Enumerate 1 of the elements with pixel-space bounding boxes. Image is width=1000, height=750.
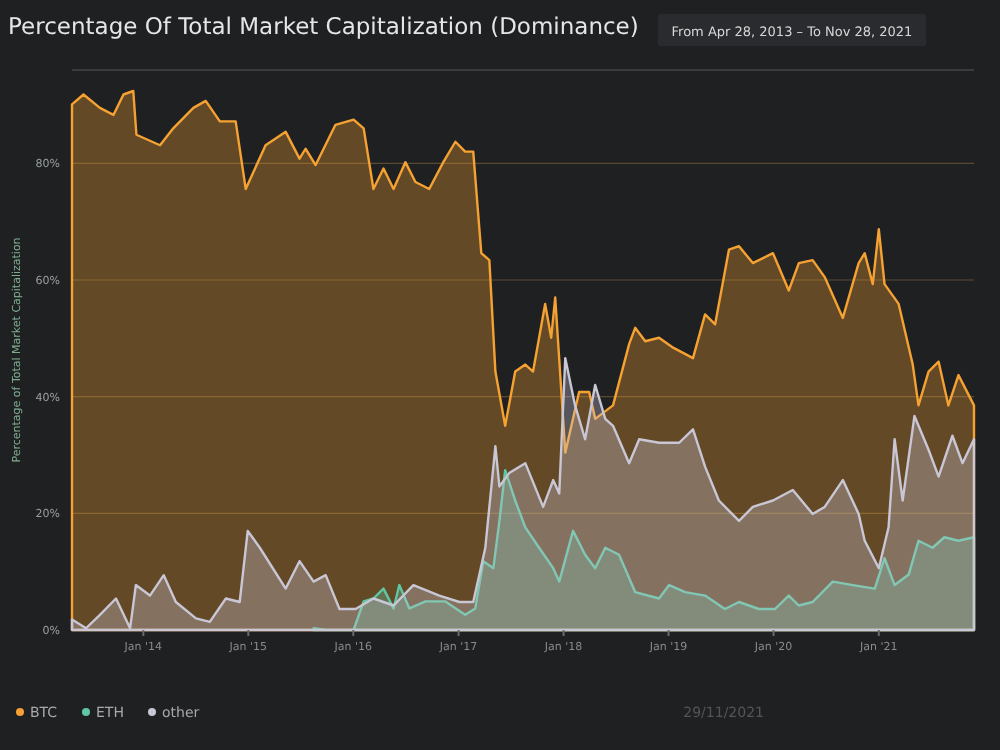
chart-title: Percentage Of Total Market Capitalization (Dominance) (8, 12, 639, 40)
